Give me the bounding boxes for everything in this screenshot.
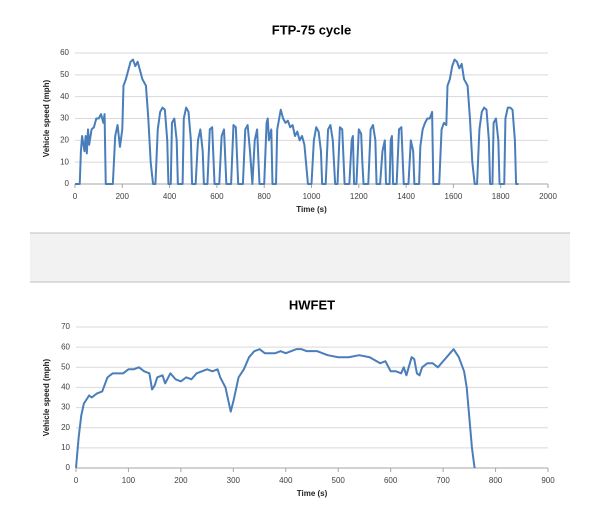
x-tick-label: 1800: [492, 192, 510, 201]
y-axis-label: Vehicle speed (mph): [42, 79, 51, 157]
x-tick-label: 300: [227, 476, 241, 485]
x-tick-label: 0: [73, 192, 78, 201]
x-tick-label: 200: [174, 476, 188, 485]
x-tick-label: 1200: [350, 192, 368, 201]
y-tick-label: 0: [66, 463, 71, 472]
y-tick-label: 30: [61, 403, 70, 412]
x-tick-label: 800: [489, 476, 503, 485]
data-line: [75, 58, 519, 185]
y-tick-label: 30: [60, 114, 69, 123]
y-tick-label: 50: [61, 362, 70, 371]
chart-title: HWFET: [289, 297, 335, 312]
y-tick-label: 20: [60, 135, 69, 144]
y-tick-label: 40: [61, 383, 70, 392]
y-axis-label: Vehicle speed (mph): [42, 358, 51, 436]
separator-band: [30, 233, 570, 282]
x-tick-label: 1600: [445, 192, 463, 201]
x-tick-label: 900: [541, 476, 555, 485]
x-tick-label: 600: [384, 476, 398, 485]
x-axis-label: Time (s): [297, 489, 328, 498]
x-tick-label: 2000: [539, 192, 557, 201]
x-tick-label: 200: [116, 192, 130, 201]
x-tick-label: 600: [210, 192, 224, 201]
y-tick-label: 70: [61, 322, 70, 331]
data-line: [75, 348, 476, 469]
x-tick-label: 400: [279, 476, 293, 485]
y-tick-label: 10: [60, 157, 69, 166]
chart-title: FTP-75 cycle: [272, 22, 352, 37]
y-tick-label: 10: [61, 443, 70, 452]
x-tick-label: 0: [74, 476, 79, 485]
x-tick-label: 1000: [303, 192, 321, 201]
x-tick-label: 700: [436, 476, 450, 485]
y-tick-label: 0: [65, 179, 70, 188]
x-tick-label: 100: [122, 476, 136, 485]
x-tick-label: 1400: [397, 192, 415, 201]
x-tick-label: 800: [258, 192, 272, 201]
y-tick-label: 20: [61, 423, 70, 432]
y-tick-label: 50: [60, 70, 69, 79]
y-tick-label: 40: [60, 92, 69, 101]
x-axis-label: Time (s): [296, 205, 327, 214]
y-tick-label: 60: [61, 342, 70, 351]
x-tick-label: 500: [332, 476, 346, 485]
y-tick-label: 60: [60, 48, 69, 57]
x-tick-label: 400: [163, 192, 177, 201]
